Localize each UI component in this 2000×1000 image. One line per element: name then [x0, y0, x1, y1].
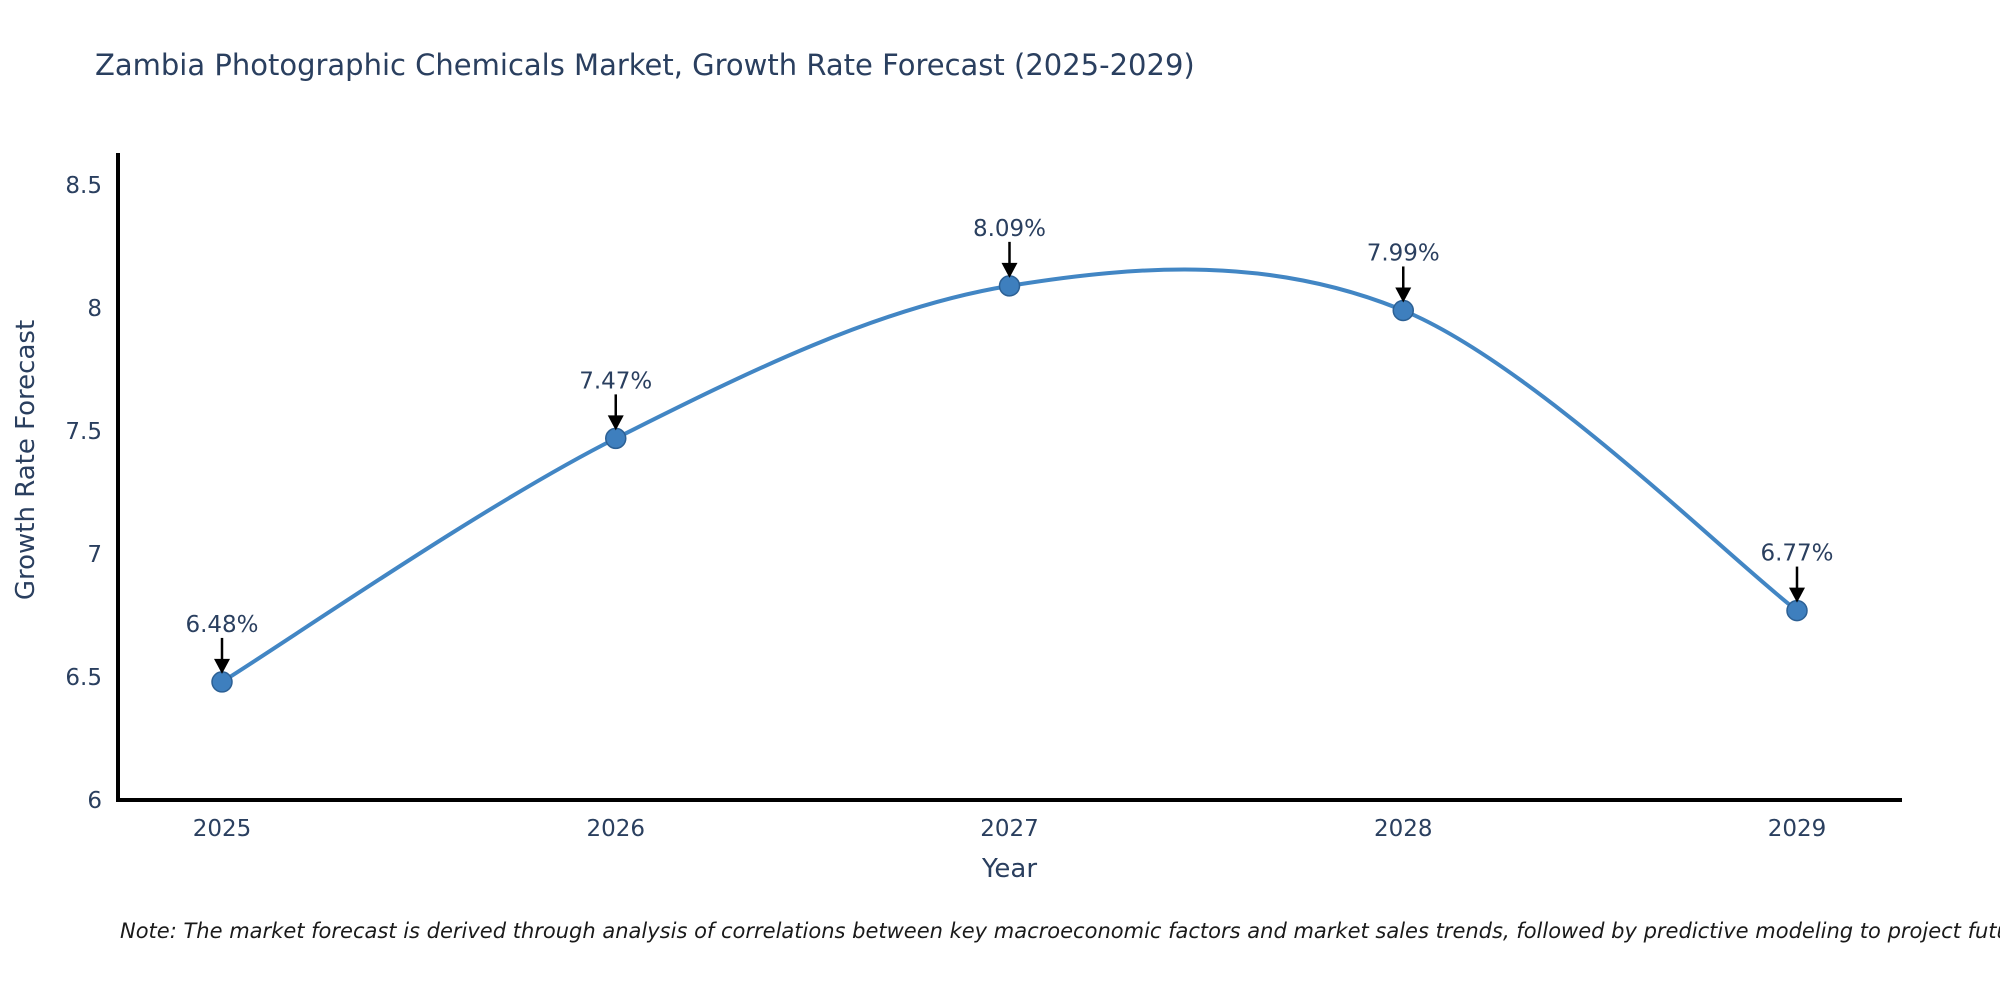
data-point-marker [605, 427, 627, 450]
annotation-label: 8.09% [973, 216, 1046, 242]
annotation-arrowhead-icon [1001, 262, 1018, 278]
x-tick-label: 2025 [193, 816, 252, 842]
annotation-label: 6.77% [1760, 541, 1833, 567]
x-axis-title: Year [981, 854, 1037, 884]
annotation-arrowhead-icon [607, 415, 624, 431]
data-point-marker [1786, 599, 1808, 622]
annotation-arrowhead-icon [1395, 287, 1412, 303]
annotation-label: 6.48% [185, 612, 258, 638]
x-tick-label: 2029 [1768, 816, 1827, 842]
chart-title: Zambia Photographic Chemicals Market, Gr… [95, 48, 1195, 82]
data-point-marker [211, 671, 233, 693]
annotation-arrowhead-icon [1789, 587, 1805, 603]
data-point-marker [1392, 299, 1414, 322]
y-tick-label: 7 [87, 542, 102, 568]
data-point-marker [998, 275, 1021, 297]
annotation-label: 7.47% [579, 368, 652, 394]
y-axis-title: Growth Rate Forecast [11, 320, 41, 600]
y-tick-label: 6.5 [65, 665, 102, 691]
annotation-arrowhead-icon [214, 658, 230, 674]
footnote: Note: The market forecast is derived thr… [120, 919, 2000, 943]
y-tick-label: 8 [87, 296, 102, 322]
y-tick-label: 7.5 [65, 419, 102, 445]
x-tick-label: 2026 [586, 816, 645, 842]
annotation-label: 7.99% [1367, 240, 1440, 266]
forecast-spline-line [220, 267, 1799, 684]
x-tick-label: 2028 [1374, 816, 1433, 842]
x-tick-label: 2027 [980, 816, 1039, 842]
y-tick-label: 6 [87, 788, 102, 814]
y-tick-label: 8.5 [65, 173, 102, 199]
